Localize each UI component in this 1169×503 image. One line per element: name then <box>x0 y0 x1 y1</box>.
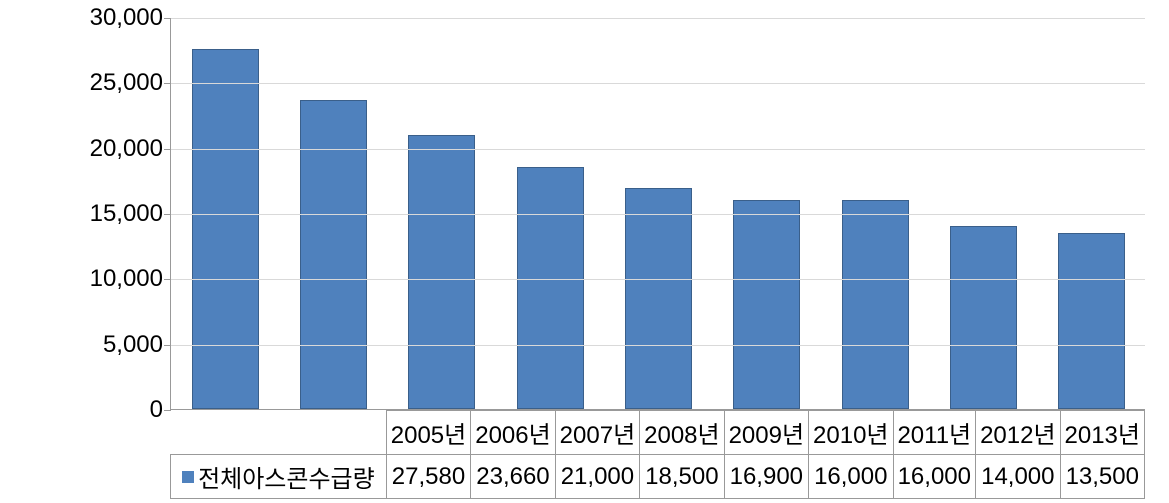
gridline <box>171 18 1145 19</box>
legend-cell: 전체아스콘수급량 <box>171 455 387 499</box>
value-cell: 18,500 <box>640 455 724 499</box>
category-cell: 2006년 <box>471 411 555 455</box>
y-tick-label: 15,000 <box>13 200 163 228</box>
bar <box>408 135 475 409</box>
bar <box>517 167 584 409</box>
y-tick-label: 5,000 <box>13 331 163 359</box>
category-cell: 2011년 <box>893 411 976 455</box>
bar <box>1058 233 1125 409</box>
bar <box>625 188 692 409</box>
value-cell: 16,000 <box>809 455 893 499</box>
y-tick-mark <box>164 18 171 19</box>
bar <box>192 49 259 409</box>
bar <box>842 200 909 409</box>
category-cell: 2007년 <box>555 411 639 455</box>
gridline <box>171 279 1145 280</box>
y-tick-mark <box>164 345 171 346</box>
y-tick-mark <box>164 149 171 150</box>
data-table: 2005년2006년2007년2008년2009년2010년2011년2012년… <box>170 410 1145 499</box>
category-row: 2005년2006년2007년2008년2009년2010년2011년2012년… <box>171 411 1145 455</box>
gridline <box>171 149 1145 150</box>
category-cell: 2010년 <box>809 411 893 455</box>
value-row: 전체아스콘수급량 27,58023,66021,00018,50016,9001… <box>171 455 1145 499</box>
bar <box>300 100 367 409</box>
plot-area <box>170 18 1145 410</box>
value-cell: 27,580 <box>386 455 470 499</box>
value-cell: 16,900 <box>724 455 808 499</box>
value-cell: 16,000 <box>893 455 976 499</box>
gridline <box>171 214 1145 215</box>
bar <box>733 200 800 409</box>
category-cell: 2012년 <box>976 411 1060 455</box>
y-tick-label: 10,000 <box>13 265 163 293</box>
legend-swatch <box>182 471 194 483</box>
table-corner-empty <box>171 411 387 455</box>
category-cell: 2013년 <box>1060 411 1144 455</box>
gridline <box>171 83 1145 84</box>
y-tick-label: 20,000 <box>13 135 163 163</box>
series-name-label: 전체아스콘수급량 <box>198 466 375 493</box>
y-tick-label: 25,000 <box>13 69 163 97</box>
category-cell: 2008년 <box>640 411 724 455</box>
y-tick-mark <box>164 214 171 215</box>
gridline <box>171 345 1145 346</box>
value-cell: 21,000 <box>555 455 639 499</box>
chart-container: 2005년2006년2007년2008년2009년2010년2011년2012년… <box>0 0 1169 503</box>
category-cell: 2005년 <box>386 411 470 455</box>
value-cell: 13,500 <box>1060 455 1144 499</box>
value-cell: 14,000 <box>976 455 1060 499</box>
value-cell: 23,660 <box>471 455 555 499</box>
category-cell: 2009년 <box>724 411 808 455</box>
y-tick-mark <box>164 83 171 84</box>
y-tick-mark <box>164 279 171 280</box>
bar <box>950 226 1017 409</box>
y-tick-label: 0 <box>13 396 163 424</box>
y-tick-label: 30,000 <box>13 4 163 32</box>
